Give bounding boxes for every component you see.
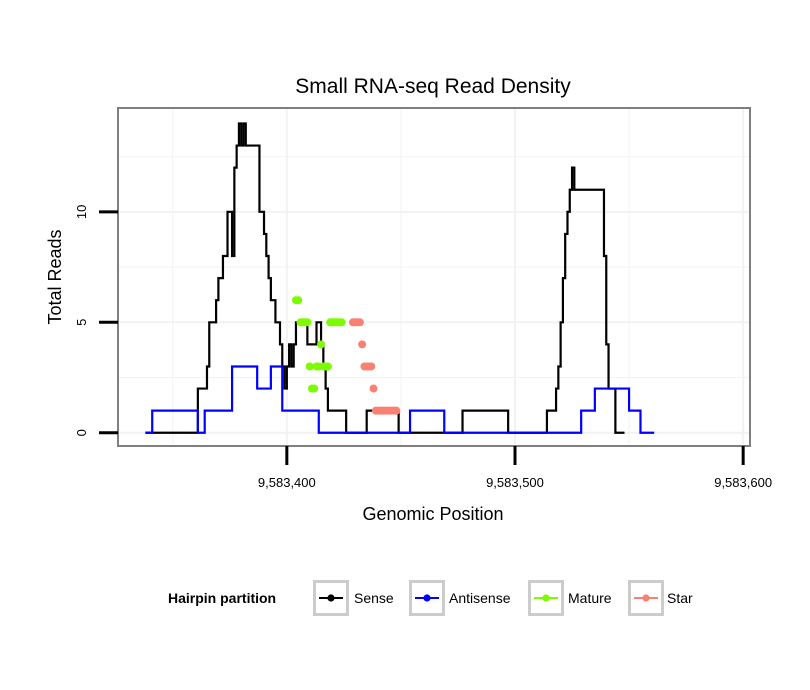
legend-key-dot: [327, 594, 335, 602]
mature-point: [317, 340, 326, 349]
star-point: [355, 318, 364, 327]
mature-point: [310, 384, 319, 393]
legend-label: Antisense: [449, 590, 511, 606]
legend-item-mature: Mature: [528, 580, 612, 616]
y-tick-label: 5: [74, 319, 89, 326]
mature-point: [305, 362, 314, 371]
star-point: [367, 362, 376, 371]
legend-key-dot: [642, 594, 650, 602]
x-tick-label: 9,583,400: [258, 475, 316, 490]
x-tick-label: 9,583,500: [486, 475, 544, 490]
mature-point: [337, 318, 346, 327]
sense-series-line: [145, 122, 625, 434]
legend-label: Mature: [568, 590, 612, 606]
star-point: [392, 406, 401, 415]
y-axis-title: Total Reads: [45, 229, 65, 324]
axes: 0 5 10 9,583,400 9,583,500 9,583,600: [74, 205, 772, 490]
chart-title: Small RNA-seq Read Density: [295, 75, 571, 98]
legend-item-antisense: Antisense: [409, 580, 511, 616]
legend-label: Star: [667, 590, 693, 606]
mature-point: [294, 296, 303, 305]
y-tick-label: 0: [74, 429, 89, 436]
legend-title: Hairpin partition: [168, 590, 276, 606]
legend-key-dot: [542, 594, 550, 602]
star-point: [358, 340, 367, 349]
mature-point: [323, 362, 332, 371]
x-tick-label: 9,583,600: [714, 475, 772, 490]
mature-point: [303, 318, 312, 327]
legend-item-star: Star: [628, 580, 693, 616]
legend-item-sense: Sense: [313, 580, 394, 616]
x-axis-title: Genomic Position: [362, 504, 503, 524]
antisense-series-line: [145, 365, 655, 434]
y-tick-label: 10: [74, 205, 89, 219]
legend-key-dot: [423, 594, 431, 602]
legend-label: Sense: [354, 590, 394, 606]
legend: Hairpin partition Sense Antisense Mature St…: [168, 580, 693, 616]
series-layer: [145, 122, 655, 434]
panel-border: [117, 107, 751, 447]
star-point: [369, 384, 378, 393]
